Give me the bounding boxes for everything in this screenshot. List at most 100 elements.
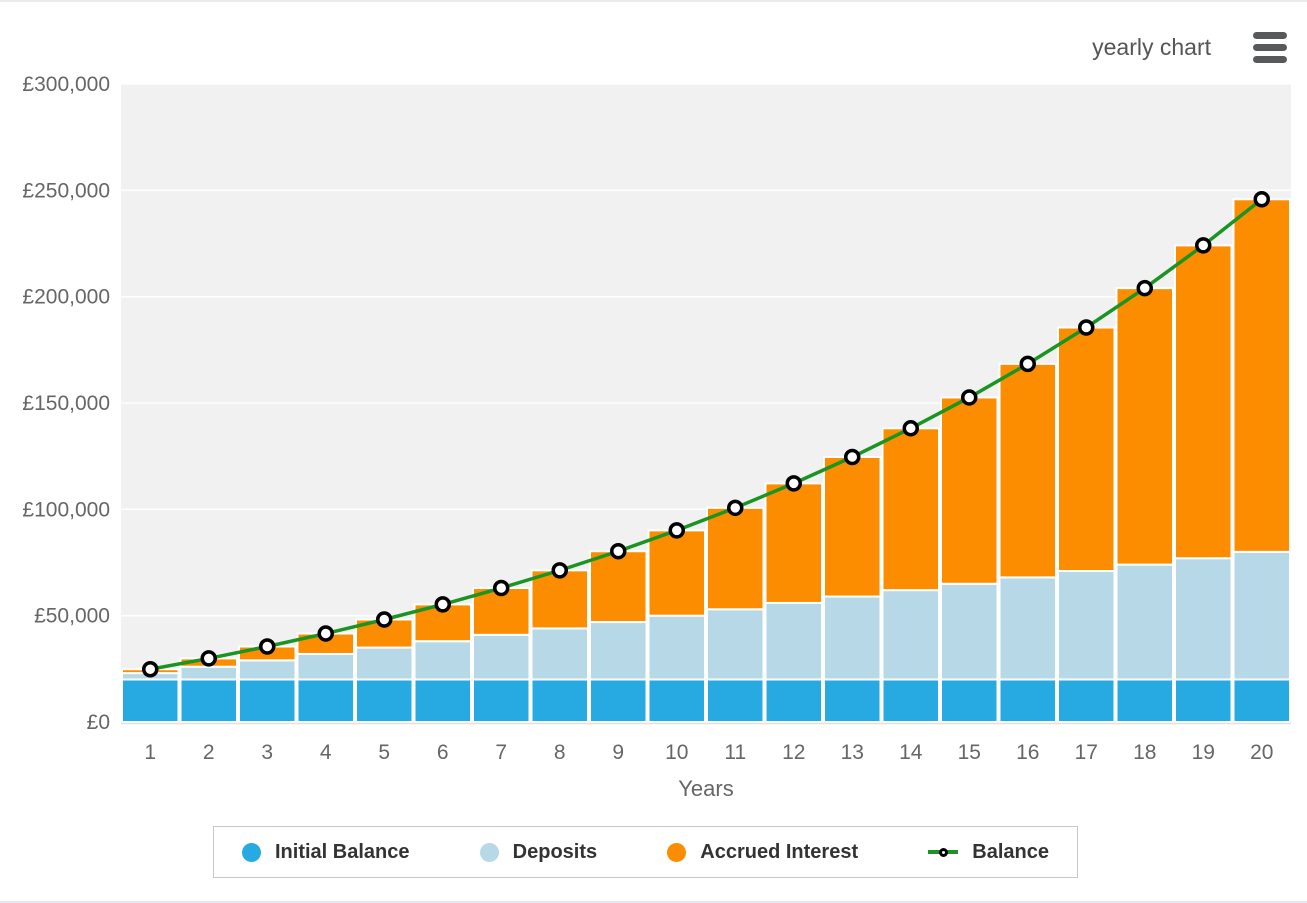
x-axis-tick-label: 14 xyxy=(899,741,923,764)
deposits-swatch-icon xyxy=(479,842,499,862)
bar-segment-deposits[interactable] xyxy=(530,627,589,681)
bar-segment-accrued-interest[interactable] xyxy=(1115,287,1174,566)
bar-segment-deposits[interactable] xyxy=(355,646,414,681)
bar-segment-initial-balance[interactable] xyxy=(472,678,531,724)
bar-segment-initial-balance[interactable] xyxy=(1115,678,1174,724)
bar-segment-initial-balance[interactable] xyxy=(238,678,297,724)
balance-marker[interactable] xyxy=(493,579,510,597)
y-axis-tick-label: £250,000 xyxy=(22,179,110,202)
bar-segment-initial-balance[interactable] xyxy=(764,678,823,724)
balance-marker[interactable] xyxy=(317,625,334,642)
balance-marker[interactable] xyxy=(376,611,393,628)
bar-segment-deposits[interactable] xyxy=(413,640,472,681)
bar-segment-initial-balance[interactable] xyxy=(589,678,648,724)
chart-header: yearly chart xyxy=(1092,30,1287,65)
bar-segment-accrued-interest[interactable] xyxy=(1232,198,1291,553)
x-axis-tick-label: 3 xyxy=(261,741,273,764)
bar-segment-accrued-interest[interactable] xyxy=(881,427,940,592)
balance-marker[interactable] xyxy=(200,650,217,667)
yearly-chart-plot: £0 £50,000 £100,000 £150,000 £200,000 £250,00… xyxy=(0,2,1307,817)
balance-marker[interactable] xyxy=(902,420,919,437)
bar-segment-accrued-interest[interactable] xyxy=(589,550,648,624)
bar-segment-accrued-interest[interactable] xyxy=(530,569,589,630)
balance-marker[interactable] xyxy=(1253,191,1270,208)
bar-segment-accrued-interest[interactable] xyxy=(1057,326,1116,573)
accrued-interest-swatch-icon xyxy=(667,842,687,862)
x-axis-tick-label: 9 xyxy=(612,741,624,764)
balance-marker[interactable] xyxy=(727,499,744,517)
x-axis-tick-label: 6 xyxy=(437,741,449,764)
x-axis-tick-label: 20 xyxy=(1250,741,1273,764)
bar-segment-deposits[interactable] xyxy=(706,608,765,681)
bar-segment-initial-balance[interactable] xyxy=(413,678,472,724)
balance-marker[interactable] xyxy=(610,542,627,560)
x-axis-tick-label: 18 xyxy=(1133,741,1156,764)
balance-marker[interactable] xyxy=(434,596,451,613)
balance-marker[interactable] xyxy=(844,448,861,466)
bar-segment-accrued-interest[interactable] xyxy=(647,529,706,617)
bar-segment-accrued-interest[interactable] xyxy=(940,396,999,585)
x-axis-tick-label: 11 xyxy=(724,741,746,764)
bar-segment-initial-balance[interactable] xyxy=(823,678,882,724)
bar-segment-deposits[interactable] xyxy=(179,665,238,681)
bar-segment-deposits[interactable] xyxy=(589,621,648,681)
bar-segment-deposits[interactable] xyxy=(998,576,1057,681)
bar-segment-deposits[interactable] xyxy=(1057,570,1116,681)
hamburger-menu-icon[interactable] xyxy=(1253,30,1287,65)
balance-marker[interactable] xyxy=(961,389,978,406)
legend-item-initial-balance[interactable]: Initial Balance xyxy=(242,841,410,864)
bar-segment-initial-balance[interactable] xyxy=(355,678,414,724)
bar-segment-initial-balance[interactable] xyxy=(998,678,1057,724)
bar-segment-initial-balance[interactable] xyxy=(706,678,765,724)
bar-segment-deposits[interactable] xyxy=(238,659,297,681)
y-axis-tick-label: £50,000 xyxy=(34,605,110,628)
bar-segment-initial-balance[interactable] xyxy=(1232,678,1291,724)
bar-segment-deposits[interactable] xyxy=(940,582,999,681)
bar-segment-deposits[interactable] xyxy=(647,614,706,681)
balance-marker[interactable] xyxy=(668,522,685,539)
x-axis-title: Years xyxy=(678,776,733,801)
bar-segment-deposits[interactable] xyxy=(1232,550,1291,681)
bar-segment-accrued-interest[interactable] xyxy=(764,482,823,604)
bar-segment-accrued-interest[interactable] xyxy=(998,362,1057,579)
bar-segment-initial-balance[interactable] xyxy=(940,678,999,724)
bar-segment-initial-balance[interactable] xyxy=(296,678,355,724)
bar-segment-deposits[interactable] xyxy=(823,595,882,681)
balance-marker[interactable] xyxy=(259,638,276,655)
menu-bar xyxy=(1253,56,1287,63)
bar-segment-deposits[interactable] xyxy=(296,652,355,681)
balance-line-marker-icon xyxy=(928,845,959,860)
bar-segment-accrued-interest[interactable] xyxy=(706,506,765,611)
bar-segment-deposits[interactable] xyxy=(1115,563,1174,681)
balance-marker[interactable] xyxy=(1019,355,1036,373)
balance-marker[interactable] xyxy=(551,562,568,579)
legend-item-deposits[interactable]: Deposits xyxy=(479,840,598,864)
balance-marker[interactable] xyxy=(142,661,159,678)
legend-label: Deposits xyxy=(512,840,598,863)
bar-segment-deposits[interactable] xyxy=(472,633,531,681)
x-axis-tick-label: 12 xyxy=(782,741,805,764)
bar-segment-initial-balance[interactable] xyxy=(1057,678,1116,724)
bar-segment-initial-balance[interactable] xyxy=(881,678,940,724)
legend-item-balance[interactable]: Balance xyxy=(928,841,1049,864)
balance-marker[interactable] xyxy=(1195,237,1212,254)
x-axis-tick-label: 16 xyxy=(1016,741,1039,764)
legend-item-accrued-interest[interactable]: Accrued Interest xyxy=(667,841,858,864)
bar-segment-deposits[interactable] xyxy=(764,601,823,681)
bar-segment-deposits[interactable] xyxy=(1174,557,1233,681)
balance-marker-dot xyxy=(938,847,948,857)
balance-marker[interactable] xyxy=(1078,319,1095,336)
balance-marker[interactable] xyxy=(1136,279,1153,297)
chart-type-label: yearly chart xyxy=(1092,34,1211,60)
bar-segment-initial-balance[interactable] xyxy=(647,678,706,724)
bar-segment-accrued-interest[interactable] xyxy=(1174,244,1233,560)
bar-segment-deposits[interactable] xyxy=(881,589,940,681)
chart-legend: Initial Balance Deposits Accrued Interes… xyxy=(213,826,1078,878)
bar-segment-accrued-interest[interactable] xyxy=(823,456,882,598)
bar-segment-initial-balance[interactable] xyxy=(530,678,589,724)
bar-segment-initial-balance[interactable] xyxy=(1174,678,1233,724)
bar-segment-initial-balance[interactable] xyxy=(179,678,238,724)
bar-segment-initial-balance[interactable] xyxy=(121,678,180,724)
balance-marker[interactable] xyxy=(785,475,802,492)
